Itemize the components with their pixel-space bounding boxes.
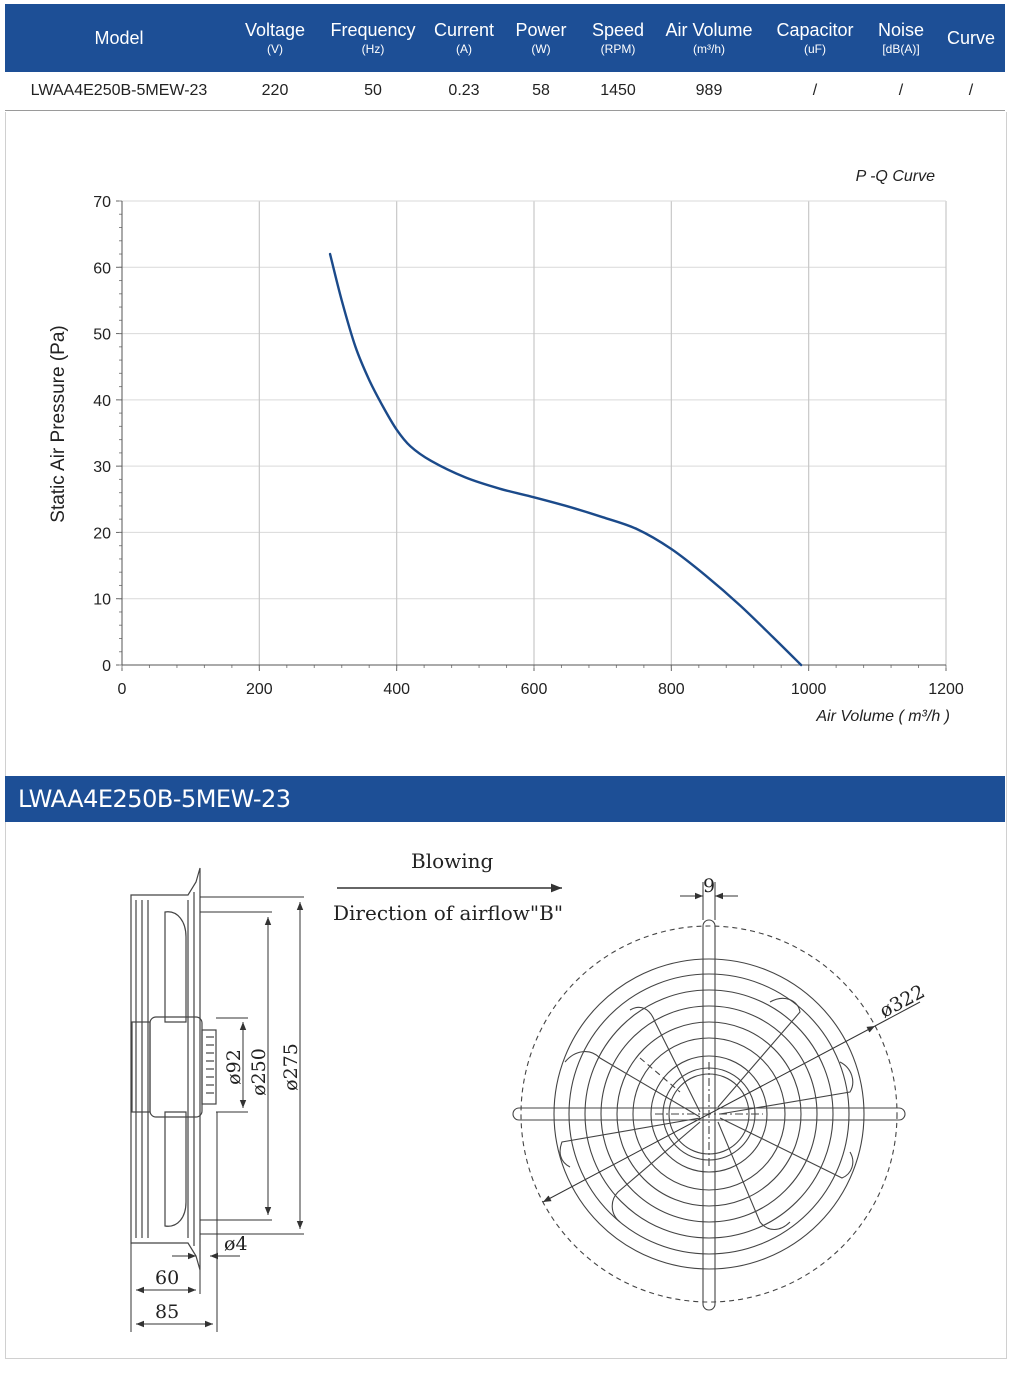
side-view-labels: ø250 ø275 ø92 ø4 60 85 (155, 1043, 302, 1323)
cell-curve: / (968, 82, 974, 99)
header-label: Capacitor (776, 20, 854, 40)
cell-speed: 1450 (600, 82, 636, 99)
header-voltage: Voltage (V) (233, 4, 317, 72)
header-unit: (RPM) (600, 42, 636, 56)
header-unit: [dB(A)] (882, 42, 920, 56)
cell-noise: / (898, 82, 904, 99)
header-label: Curve (946, 28, 995, 48)
header-capacitor: Capacitor (uF) (765, 4, 865, 72)
x-tick-label: 200 (246, 681, 273, 698)
cell-model: LWAA4E250B-5MEW-23 (30, 82, 208, 99)
x-tick-labels: 0 200 400 600 800 1000 1200 (118, 681, 964, 698)
header-current: Current (A) (429, 4, 499, 72)
header-label: Voltage (244, 20, 306, 40)
dim-w60-label: 60 (155, 1267, 179, 1289)
y-tick-label: 10 (93, 592, 111, 609)
dimension-drawing: ø250 ø275 ø92 ø4 60 85 Blowing Direction… (130, 849, 928, 1332)
x-tick-label: 1000 (791, 681, 827, 698)
airflow-direction: Blowing Direction of airflow"B" (333, 849, 563, 925)
blowing-label: Blowing (411, 849, 494, 873)
header-unit: (V) (267, 42, 283, 56)
header-label: Model (94, 28, 144, 48)
header-noise: Noise [dB(A)] (865, 4, 937, 72)
y-tick-label: 40 (93, 393, 111, 410)
cell-current: 0.23 (448, 82, 480, 99)
header-curve: Curve (937, 4, 1005, 72)
direction-label: Direction of airflow"B" (333, 901, 563, 925)
x-tick-label: 0 (118, 681, 127, 698)
cell-frequency: 50 (364, 82, 382, 99)
fan-front-view (512, 919, 906, 1311)
header-unit: (Hz) (361, 42, 385, 56)
dim-w85-label: 85 (155, 1301, 179, 1323)
header-unit: (W) (531, 42, 551, 56)
header-speed: Speed (RPM) (583, 4, 653, 72)
x-tick-label: 800 (658, 681, 685, 698)
dim-d92-label: ø92 (223, 1049, 245, 1085)
series-layer (328, 252, 803, 667)
front-view-dimensions (542, 882, 921, 1203)
y-tick-labels: 0 10 20 30 40 50 60 70 (93, 194, 111, 675)
header-label: Frequency (330, 20, 416, 40)
y-axis-label: Static Air Pressure (Pa) (48, 325, 69, 522)
pq-curve-line (328, 252, 803, 667)
y-tick-label: 60 (93, 260, 111, 277)
model-banner-title: LWAA4E250B-5MEW-23 (18, 785, 291, 813)
y-tick-label: 70 (93, 194, 111, 211)
x-tick-label: 1200 (928, 681, 964, 698)
header-model: Model (5, 4, 233, 72)
dim-d4-label: ø4 (224, 1233, 248, 1255)
side-view-dimensions (130, 896, 304, 1332)
header-label: Current (433, 20, 495, 40)
header-label: Power (515, 20, 567, 40)
axes (116, 200, 947, 671)
fan-side-view (130, 867, 217, 1271)
x-axis-label: Air Volume ( m³/h ) (815, 708, 950, 725)
header-label: Air Volume (665, 20, 753, 40)
model-banner: LWAA4E250B-5MEW-23 (5, 776, 1005, 822)
cell-voltage: 220 (261, 82, 289, 99)
dim-w9-label: 9 (703, 875, 715, 897)
header-label: Speed (591, 20, 645, 40)
y-tick-label: 0 (102, 658, 111, 675)
dim-d275-label: ø275 (280, 1043, 302, 1091)
spec-table-row: LWAA4E250B-5MEW-23 220 50 0.23 58 1450 9… (5, 72, 1005, 111)
header-unit: (A) (456, 42, 472, 56)
header-unit: (m³/h) (693, 42, 725, 56)
header-label: Noise (877, 20, 925, 40)
header-power: Power (W) (499, 4, 583, 72)
header-air-volume: Air Volume (m³/h) (653, 4, 765, 72)
cell-air-volume: 989 (695, 82, 723, 99)
cell-capacitor: / (812, 82, 818, 99)
dim-d250-label: ø250 (248, 1048, 270, 1096)
grid-lines (122, 200, 947, 665)
x-tick-label: 400 (383, 681, 410, 698)
pq-curve-chart: 0 200 400 600 800 1000 1200 0 10 20 30 40 50 60 70 P … (48, 168, 964, 725)
y-tick-label: 20 (93, 525, 111, 542)
y-tick-label: 30 (93, 459, 111, 476)
front-view-labels: 9 ø322 (703, 875, 928, 1022)
y-tick-label: 50 (93, 327, 111, 344)
dim-d322-label: ø322 (876, 981, 928, 1023)
cell-power: 58 (532, 82, 550, 99)
x-tick-label: 600 (521, 681, 548, 698)
chart-title: P -Q Curve (856, 168, 936, 185)
header-unit: (uF) (804, 42, 826, 56)
header-frequency: Frequency (Hz) (317, 4, 429, 72)
content-frame (5, 112, 1007, 1359)
spec-table-header: Model Voltage (V) Frequency (Hz) Current… (5, 4, 1005, 72)
spec-table: Model Voltage (V) Frequency (Hz) Current… (5, 4, 1005, 111)
